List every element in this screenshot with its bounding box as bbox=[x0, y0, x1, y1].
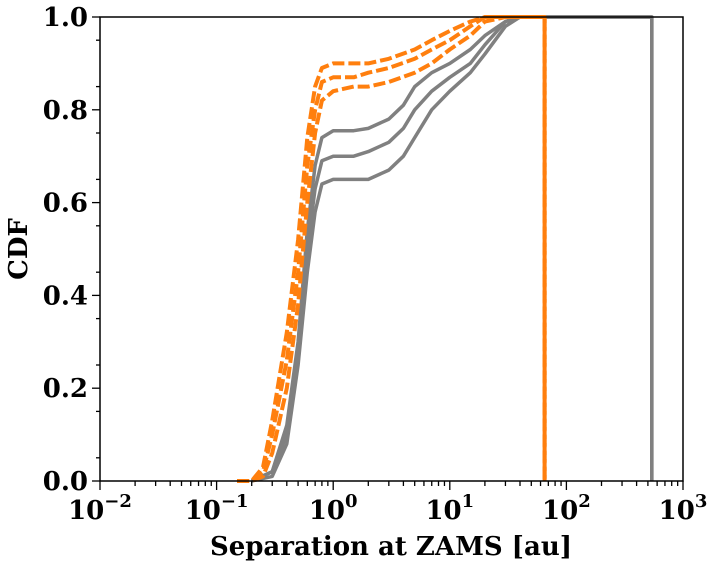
y-tick-label: 0.6 bbox=[43, 189, 88, 219]
x-tick-label: 100 bbox=[309, 491, 358, 526]
x-axis-label: Separation at ZAMS [au] bbox=[210, 532, 572, 562]
plot-frame bbox=[99, 16, 684, 482]
series-layer bbox=[237, 15, 654, 483]
x-tick-label: 10−1 bbox=[185, 491, 249, 526]
y-tick-label: 0.8 bbox=[43, 96, 88, 126]
x-tick-label: 102 bbox=[542, 491, 591, 526]
grey-cdf-line-1 bbox=[251, 15, 654, 483]
y-tick-label: 0.4 bbox=[43, 281, 88, 311]
x-tick-label: 101 bbox=[425, 491, 474, 526]
orange-cdf-line-6 bbox=[237, 15, 547, 483]
x-tick-label: 103 bbox=[659, 491, 708, 526]
y-axis-label: CDF bbox=[4, 218, 34, 280]
y-tick-label: 0.2 bbox=[43, 374, 88, 404]
orange-cdf-line-5 bbox=[237, 15, 547, 483]
ticks-layer: 10−2 10−1 100 101 102 103 0.0 0.2 0.4 0.6 0.8 1.0 bbox=[43, 3, 708, 526]
y-tick-label: 0.0 bbox=[43, 467, 88, 497]
x-tick-label: 10−2 bbox=[68, 491, 132, 526]
orange-cdf-line-4 bbox=[237, 15, 547, 483]
y-tick-label: 1.0 bbox=[43, 3, 88, 33]
